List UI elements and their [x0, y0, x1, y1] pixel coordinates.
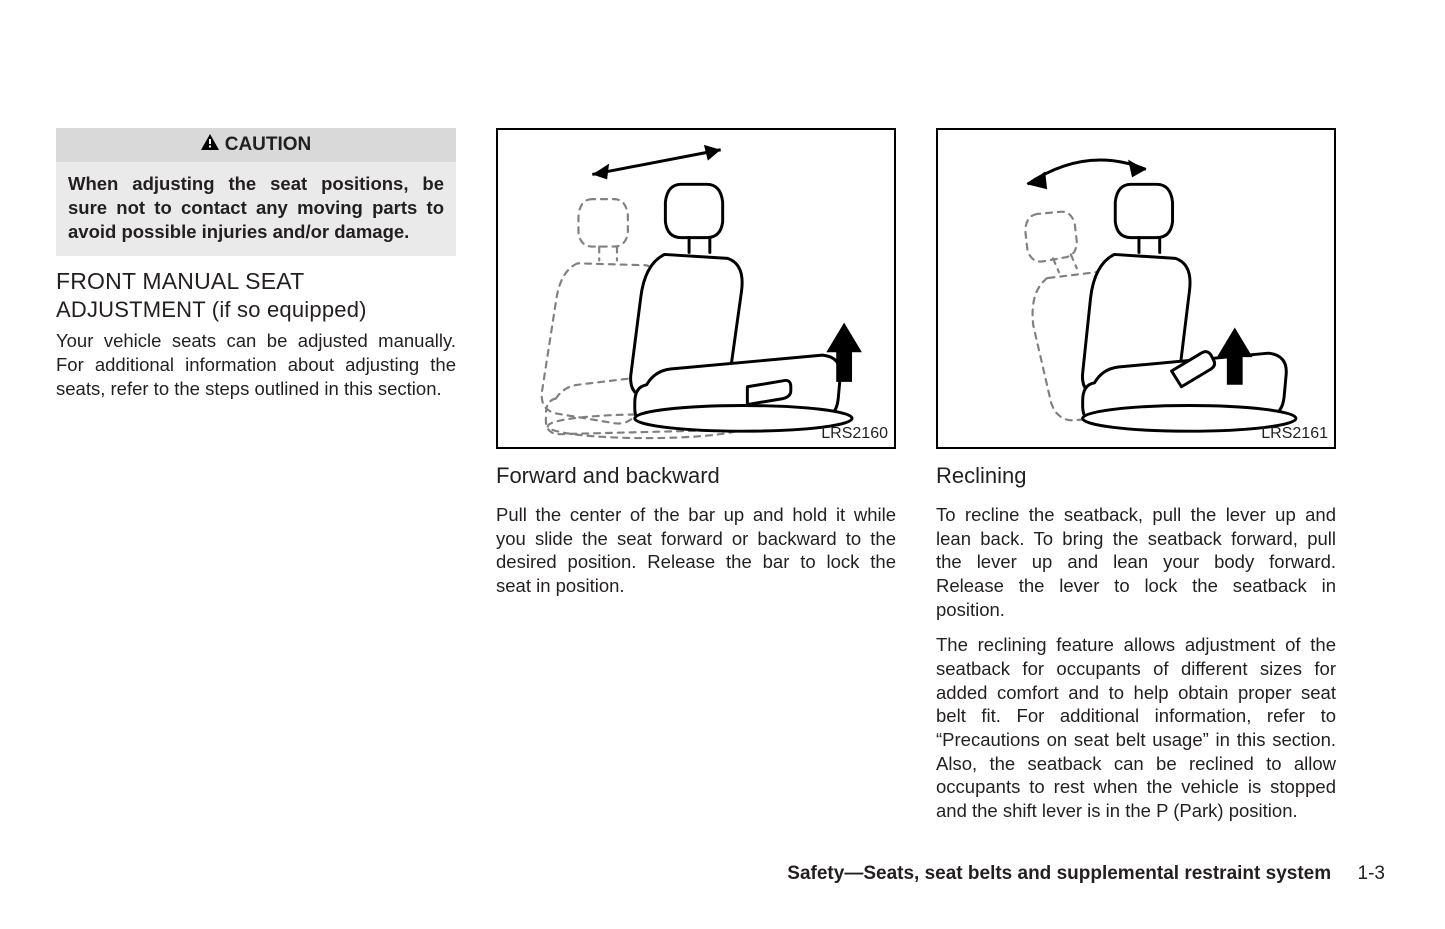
figure2-body1: To recline the seatback, pull the lever …: [936, 503, 1336, 621]
caution-banner-header: CAUTION: [56, 128, 456, 162]
column-left: CAUTION When adjusting the seat position…: [56, 128, 456, 823]
warning-triangle-icon: [201, 134, 219, 156]
figure-forward-backward: LRS2160: [496, 128, 896, 449]
page-footer: Safety—Seats, seat belts and supplementa…: [787, 863, 1385, 885]
section-intro-text: Your vehicle seats can be adjusted manua…: [56, 329, 456, 400]
footer-chapter: Safety—Seats, seat belts and supplementa…: [787, 863, 1331, 884]
figure1-body: Pull the center of the bar up and hold i…: [496, 503, 896, 598]
seat-reclining-illustration: [938, 130, 1334, 447]
column-middle: LRS2160 Forward and backward Pull the ce…: [496, 128, 896, 823]
caution-header-text: CAUTION: [225, 134, 312, 156]
figure2-label: LRS2161: [1261, 425, 1328, 443]
caution-body-text: When adjusting the seat positions, be su…: [56, 162, 456, 256]
footer-page-number: 1-3: [1358, 863, 1385, 884]
figure2-body2: The reclining feature allows adjustment …: [936, 633, 1336, 822]
figure2-subheading: Reclining: [936, 463, 1336, 489]
seat-forward-backward-illustration: [498, 130, 894, 447]
page-content: CAUTION When adjusting the seat position…: [0, 0, 1445, 863]
section-title-line2: ADJUSTMENT (if so equipped): [56, 297, 367, 322]
figure-reclining: LRS2161: [936, 128, 1336, 449]
section-title-line1: FRONT MANUAL SEAT: [56, 268, 304, 294]
column-right: LRS2161 Reclining To recline the seatbac…: [936, 128, 1336, 823]
figure1-subheading: Forward and backward: [496, 463, 896, 489]
section-title: FRONT MANUAL SEAT ADJUSTMENT (if so equi…: [56, 268, 456, 323]
figure1-label: LRS2160: [821, 425, 888, 443]
